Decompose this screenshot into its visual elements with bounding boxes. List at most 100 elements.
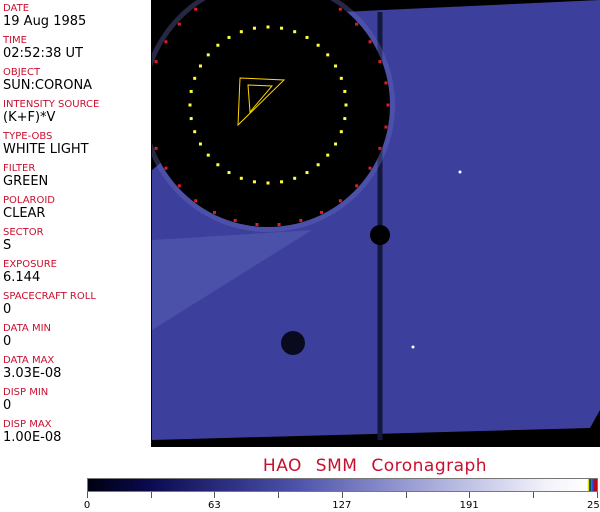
- grid-dot: [194, 7, 198, 11]
- grid-dot: [326, 53, 330, 57]
- field-label: DATE: [3, 3, 30, 14]
- colorbar-tick-label: 127: [332, 500, 352, 511]
- grid-dot: [227, 171, 231, 175]
- field-exposure: EXPOSURE 6.144: [3, 259, 57, 285]
- grid-dot: [177, 22, 181, 26]
- field-label: DATA MAX: [3, 355, 55, 366]
- grid-dot: [193, 76, 197, 80]
- grid-dot: [213, 210, 217, 214]
- field-value: WHITE LIGHT: [3, 142, 89, 157]
- field-label: DISP MAX: [3, 419, 52, 430]
- colorbar-tick: [214, 492, 216, 498]
- field-label: POLAROID: [3, 195, 56, 206]
- grid-dot: [319, 210, 323, 214]
- grid-dot: [280, 26, 284, 30]
- grid-dot: [384, 125, 388, 129]
- grid-dot: [299, 218, 303, 222]
- coronagraph-image: [152, 0, 600, 447]
- instrument-title: HAO SMM Coronagraph: [262, 456, 488, 476]
- colorbar-tick: [596, 492, 598, 498]
- grid-dot: [255, 222, 259, 226]
- colorbar-tick: [405, 492, 407, 498]
- colorbar-tick: [341, 492, 343, 498]
- occulter-disk: [152, 0, 390, 227]
- grid-dot: [386, 103, 390, 107]
- grid-dot: [252, 26, 256, 30]
- field-value: 0: [3, 302, 12, 317]
- field-data-max: DATA MAX 3.03E-08: [3, 355, 61, 381]
- field-value: 1.00E-08: [3, 430, 62, 445]
- grid-dot: [266, 181, 270, 185]
- field-time: TIME 02:52:38 UT: [3, 35, 83, 61]
- grid-dot: [355, 184, 359, 188]
- field-data-min: DATA MIN 0: [3, 323, 51, 349]
- grid-dot: [343, 89, 347, 93]
- colorbar-tick-label: 191: [459, 500, 479, 511]
- grid-dot: [239, 30, 243, 34]
- grid-dot: [154, 60, 158, 64]
- grid-dot: [154, 146, 158, 150]
- grid-dot: [189, 89, 193, 93]
- field-label: TIME: [3, 35, 28, 46]
- colorbar-tick: [150, 492, 152, 498]
- field-value: 19 Aug 1985: [3, 14, 87, 29]
- grid-dot: [277, 222, 281, 226]
- field-value: (K+F)*V: [3, 110, 56, 125]
- field-sector: SECTOR S: [3, 227, 44, 253]
- field-value: 3.03E-08: [3, 366, 62, 381]
- grid-dot: [368, 166, 372, 170]
- field-label: TYPE-OBS: [3, 131, 53, 142]
- grid-dot: [339, 130, 343, 134]
- colorbar-tick-label: 63: [208, 500, 221, 511]
- grid-dot: [198, 64, 202, 68]
- grid-dot: [338, 7, 342, 11]
- metadata-panel: DATE 19 Aug 1985 TIME 02:52:38 UT OBJECT SUN:…: [0, 0, 152, 447]
- field-value: 6.144: [3, 270, 41, 285]
- field-disp-max: DISP MAX 1.00E-08: [3, 419, 61, 445]
- colorbar-tick-label: 255: [587, 500, 600, 511]
- grid-dot: [316, 163, 320, 167]
- grid-dot: [193, 130, 197, 134]
- grid-dot: [343, 117, 347, 121]
- grid-dot: [194, 199, 198, 203]
- colorbar-tick: [532, 492, 534, 498]
- field-label: EXPOSURE: [3, 259, 58, 270]
- sun-outline: [237, 77, 286, 127]
- colorbar-tick: [469, 492, 471, 498]
- colorbar-tick: [278, 492, 280, 498]
- field-label: DATA MIN: [3, 323, 51, 334]
- grid-dot: [164, 166, 168, 170]
- field-value: 0: [3, 334, 12, 349]
- colorbar-tick-label: 0: [83, 500, 91, 511]
- grid-dot: [216, 43, 220, 47]
- grid-dot: [378, 146, 382, 150]
- grid-dot: [355, 22, 359, 26]
- field-value: 02:52:38 UT: [3, 46, 83, 61]
- grid-dot: [378, 60, 382, 64]
- field-label: FILTER: [3, 163, 36, 174]
- grid-dot: [384, 81, 388, 85]
- grid-dot: [316, 43, 320, 47]
- grid-dot: [164, 40, 168, 44]
- grid-dot: [280, 180, 284, 184]
- field-label: OBJECT: [3, 67, 41, 78]
- colorbar-tick: [87, 492, 88, 498]
- grid-dot: [338, 199, 342, 203]
- field-polaroid: POLAROID CLEAR: [3, 195, 55, 221]
- field-label: SPACECRAFT ROLL: [3, 291, 96, 302]
- field-date: DATE 19 Aug 1985: [3, 3, 86, 29]
- grid-dot: [252, 180, 256, 184]
- grid-dot: [305, 171, 309, 175]
- field-label: SECTOR: [3, 227, 44, 238]
- field-intensity-source: INTENSITY SOURCE (K+F)*V: [3, 99, 99, 125]
- grid-dot: [293, 176, 297, 180]
- field-object: OBJECT SUN:CORONA: [3, 67, 92, 93]
- grid-dot: [326, 153, 330, 157]
- grid-dot: [189, 117, 193, 121]
- grid-dot: [266, 25, 270, 29]
- field-disp-min: DISP MIN 0: [3, 387, 48, 413]
- grid-dot: [368, 40, 372, 44]
- grid-dot: [293, 30, 297, 34]
- grid-dot: [206, 153, 210, 157]
- field-value: SUN:CORONA: [3, 78, 93, 93]
